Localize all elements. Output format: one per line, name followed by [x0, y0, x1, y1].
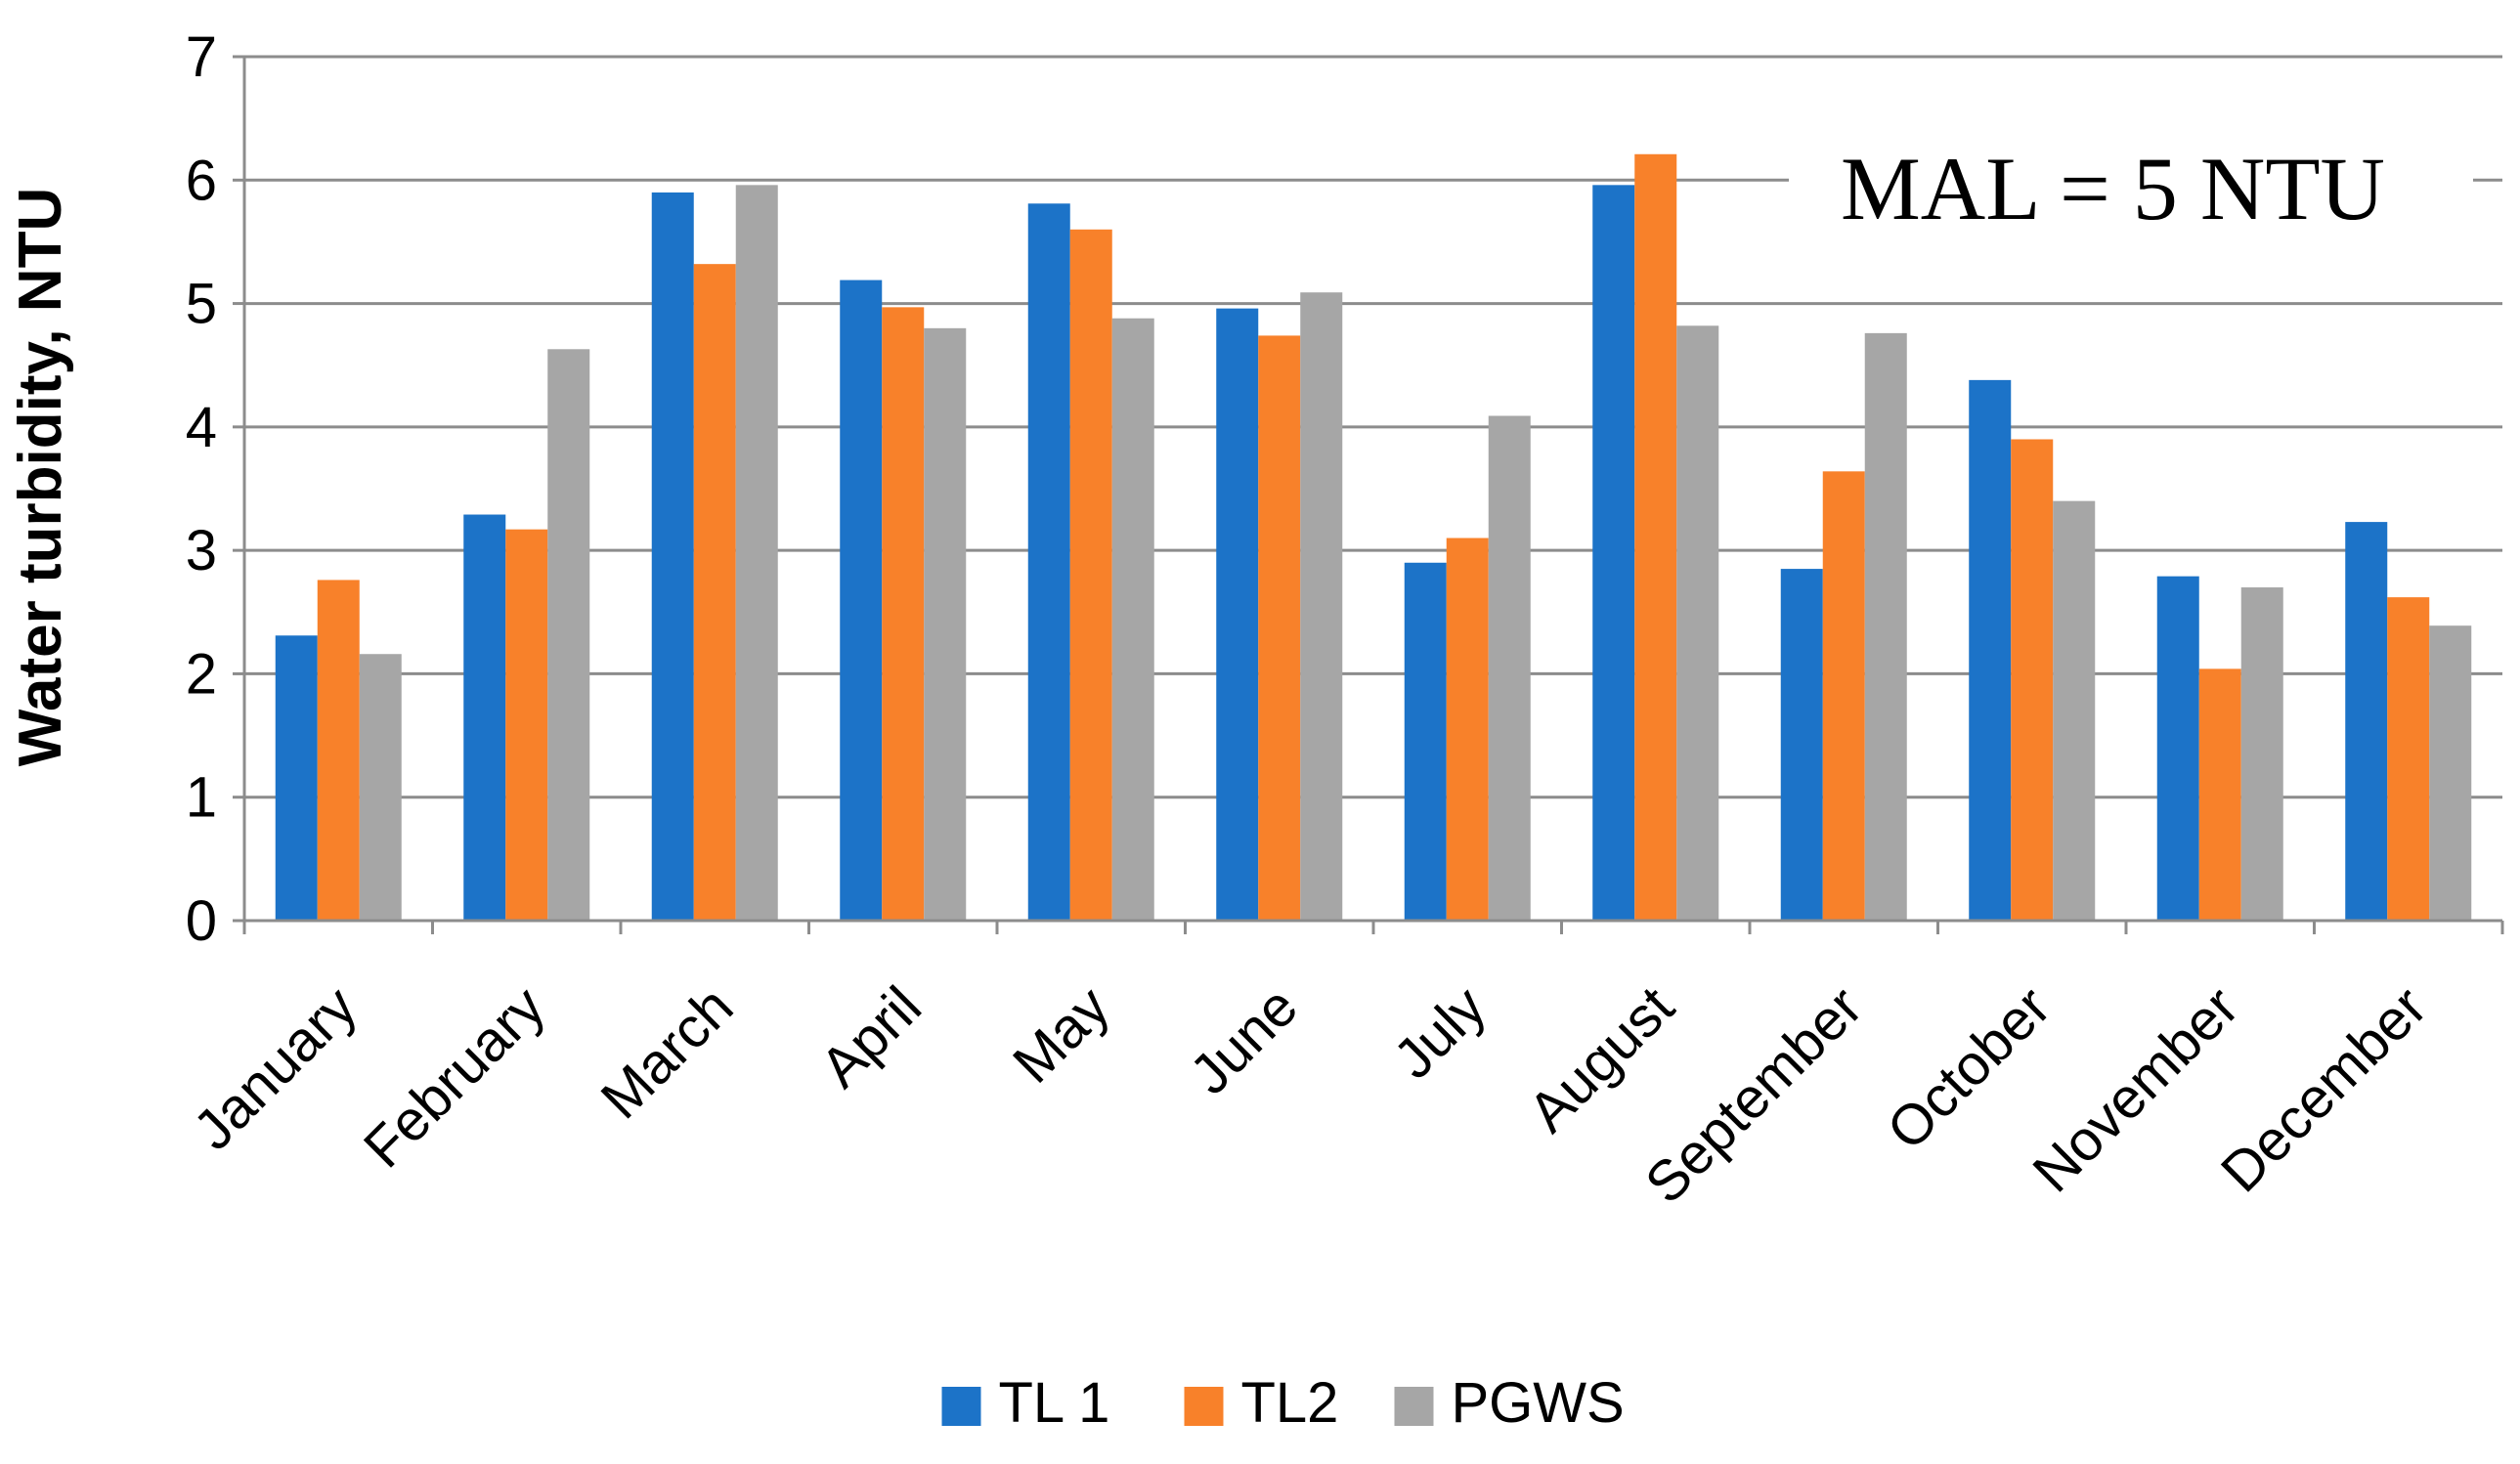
bar-tl2-july [1446, 538, 1489, 921]
bar-tl1-september [1780, 569, 1823, 921]
bar-pgws-october [2053, 500, 2096, 921]
bar-pgws-august [1676, 325, 1719, 921]
bar-tl1-july [1404, 562, 1447, 921]
bar-tl2-june [1258, 335, 1301, 921]
legend-label: TL2 [1241, 1371, 1339, 1435]
legend-swatch-tl1 [941, 1387, 981, 1426]
legend: TL 1 TL2 PGWS [941, 1371, 1625, 1435]
bar-tl1-december [2345, 522, 2388, 921]
bar-tl1-january [275, 635, 318, 921]
bar-tl2-november [2198, 668, 2241, 921]
bar-tl1-february [463, 514, 506, 921]
x-tick-label: April [808, 974, 934, 1099]
legend-swatch-pgws [1394, 1387, 1434, 1426]
bar-tl2-october [2011, 439, 2054, 921]
legend-label: TL 1 [999, 1371, 1110, 1435]
x-tick-label: November [2020, 974, 2250, 1204]
bar-tl1-august [1592, 185, 1635, 921]
bar-tl2-january [317, 580, 360, 921]
axes [233, 55, 2504, 934]
x-tick-label: December [2209, 974, 2439, 1204]
y-tick-label: 7 [186, 25, 217, 89]
x-tick-label: June [1178, 974, 1310, 1106]
bar-tl2-may [1069, 229, 1112, 922]
y-tick-label: 0 [186, 889, 217, 953]
bar-tl1-november [2156, 576, 2199, 921]
bar-tl1-october [1969, 379, 2012, 922]
bar-pgws-may [1111, 318, 1154, 921]
x-tick-label: March [589, 974, 746, 1131]
bar-pgws-november [2240, 587, 2283, 921]
bar-tl1-june [1216, 308, 1259, 921]
annotation-mal: MAL = 5 NTU [1841, 139, 2385, 238]
x-tick-label: February [352, 974, 557, 1180]
bar-pgws-june [1300, 292, 1343, 922]
bar-tl2-february [505, 529, 548, 921]
bar-tl1-april [840, 280, 883, 921]
legend-swatch-tl2 [1184, 1387, 1224, 1426]
legend-label: PGWS [1452, 1371, 1625, 1435]
bar-tl2-september [1822, 471, 1865, 921]
bar-pgws-april [924, 327, 967, 921]
bar-tl2-december [2387, 597, 2430, 921]
gridlines [244, 55, 2502, 799]
y-tick-label: 6 [186, 149, 217, 212]
bar-pgws-january [359, 654, 402, 921]
bar-tl2-august [1634, 153, 1677, 921]
bar-pgws-december [2429, 625, 2472, 921]
bar-pgws-february [547, 349, 590, 922]
bar-tl1-march [651, 192, 694, 921]
bar-pgws-september [1864, 332, 1907, 921]
x-tick-label: October [1875, 974, 2063, 1162]
bars [275, 153, 2472, 922]
x-tick-label: January [182, 974, 369, 1162]
y-tick-label: 2 [186, 642, 217, 706]
bar-pgws-march [735, 185, 778, 921]
x-tick-label: August [1516, 974, 1686, 1144]
y-tick-label: 4 [186, 396, 217, 459]
y-tick-label: 3 [186, 519, 217, 582]
x-tick-label: May [1001, 974, 1121, 1095]
y-tick-label: 5 [186, 273, 217, 336]
bar-pgws-july [1488, 415, 1531, 921]
y-tick-labels: 0 1 2 3 4 5 6 7 [186, 25, 217, 953]
bar-tl1-may [1027, 203, 1070, 921]
x-tick-label: July [1382, 974, 1499, 1091]
y-tick-label: 1 [186, 766, 217, 830]
bar-tl2-march [693, 264, 736, 921]
y-axis-title: Water turbidity, NTU [7, 188, 74, 766]
bar-tl2-april [882, 307, 925, 921]
annotation-box [1789, 127, 2473, 264]
